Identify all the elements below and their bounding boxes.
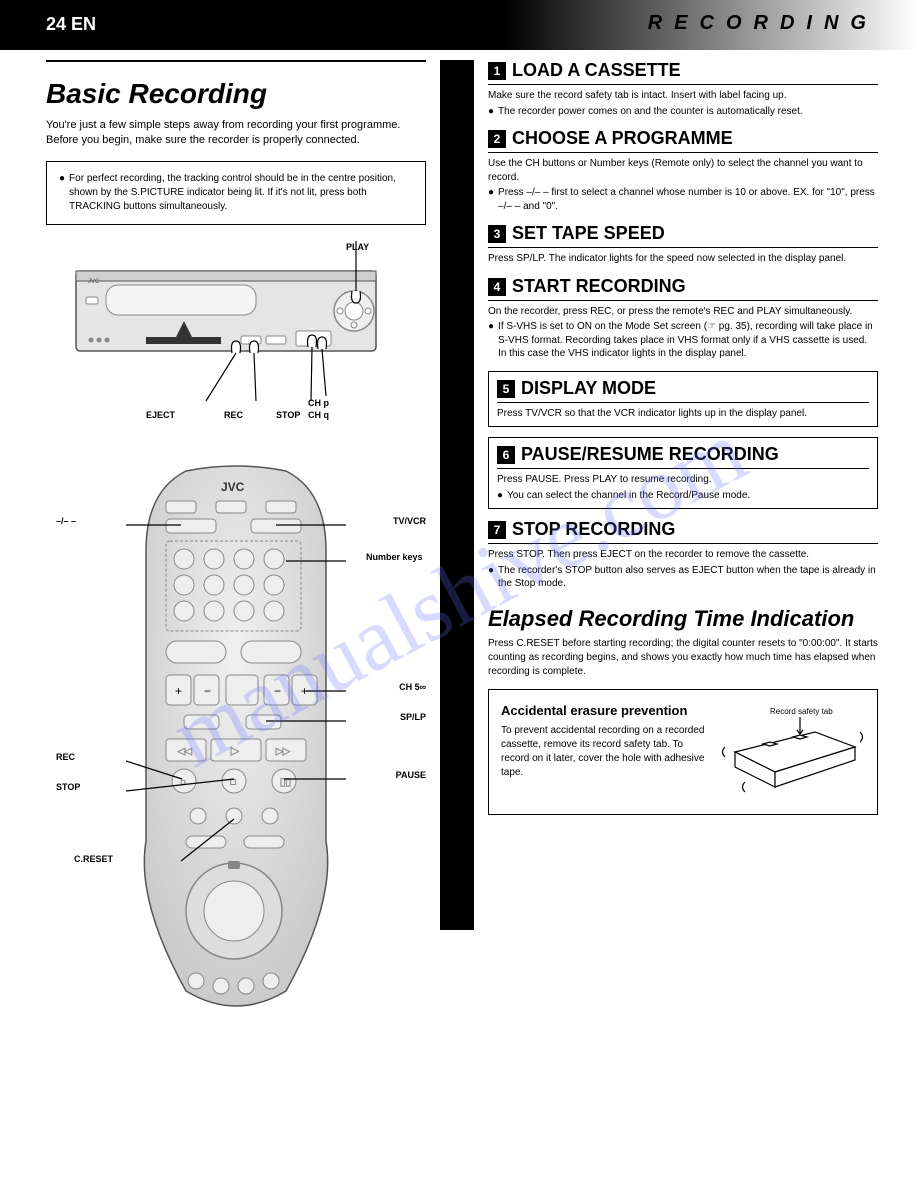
note-bullet: ● For perfect recording, the tracking co… [59,172,413,214]
svg-text:▶: ▶ [231,746,239,757]
step-7: 7 STOP RECORDING Press STOP. Then press EJ… [488,519,878,591]
step-sub: ●If S-VHS is set to ON on the Mode Set s… [488,320,878,361]
step-title: 1 LOAD A CASSETTE [488,60,878,85]
step-heading: DISPLAY MODE [521,378,656,398]
step-title: 5 DISPLAY MODE [497,378,869,403]
step-title: 6 PAUSE/RESUME RECORDING [497,444,869,469]
main-content: Basic Recording You're just a few simple… [0,50,918,1021]
cassette-box: Record safety tab Accidental erasure pre… [488,689,878,815]
step-heading: CHOOSE A PROGRAMME [512,128,733,148]
step-body: On the recorder, press REC, or press the… [488,305,878,361]
step-sub-text: The recorder power comes on and the coun… [498,105,803,119]
recording-subtitle: You're just a few simple steps away from… [46,118,426,149]
step-3: 3 SET TAPE SPEED Press SP/LP. The indicato… [488,223,878,266]
svg-text:JVC: JVC [88,279,100,285]
remote-label-creset: C.RESET [74,855,113,865]
svg-text:−: − [204,684,211,698]
step-heading: PAUSE/RESUME RECORDING [521,444,779,464]
vertical-divider [440,60,474,930]
step-1: 1 LOAD A CASSETTE Make sure the record saf… [488,60,878,118]
step-sub: ●The recorder's STOP button also serves … [488,564,878,591]
remote-label-numkeys: Number keys [366,553,426,563]
step-number: 6 [497,446,515,464]
step-number: 1 [488,62,506,80]
vcr-figure-wrap: JVC [46,241,426,441]
remote-label-tvvcr: TV/VCR [393,517,426,527]
step-body: Press STOP. Then press EJECT on the reco… [488,548,878,591]
step-4: 4 START RECORDING On the recorder, press R… [488,276,878,361]
step-6: 6 PAUSE/RESUME RECORDING Press PAUSE. Pres… [488,437,878,509]
step-bullet: ● [497,489,503,503]
remote-label-pause: PAUSE [396,771,426,781]
step-title: 2 CHOOSE A PROGRAMME [488,128,878,153]
remote-label-dashdash: –/– – [56,517,76,527]
step-body: Press SP/LP. The indicator lights for th… [488,252,878,266]
elapsed-block: Elapsed Recording Time Indication Press … [488,607,878,679]
step-2: 2 CHOOSE A PROGRAMME Use the CH buttons or… [488,128,878,213]
step-sub-text: Press –/– – first to select a channel wh… [498,186,878,213]
remote-illustration: JVC [126,461,346,1021]
svg-text:▶▶: ▶▶ [276,746,290,756]
step-body: Use the CH buttons or Number keys (Remot… [488,157,878,213]
page-header-title: RECORDING [648,12,878,35]
step-number: 5 [497,380,515,398]
step-sub: ● You can select the channel in the Recor… [497,489,869,503]
note-text: For perfect recording, the tracking cont… [69,172,413,214]
step-title: 4 START RECORDING [488,276,878,301]
vcr-label-stop: STOP [276,411,300,421]
right-column: 1 LOAD A CASSETTE Make sure the record saf… [488,60,878,1021]
step-title: 3 SET TAPE SPEED [488,223,878,248]
step-heading: SET TAPE SPEED [512,223,665,243]
note-box: ● For perfect recording, the tracking co… [46,161,426,225]
left-underline [46,60,426,62]
step-title: 7 STOP RECORDING [488,519,878,544]
bullet-dot: ● [59,172,65,214]
step-body: Make sure the record safety tab is intac… [488,89,878,118]
page-number: 24 EN [46,14,96,35]
remote-label-ch: CH 5∞ [399,683,426,693]
remote-label-rec: REC [56,753,75,763]
step-number: 2 [488,130,506,148]
vcr-label-rec: REC [224,411,243,421]
vcr-label-eject: EJECT [146,411,175,421]
step-sub-text: If S-VHS is set to ON on the Mode Set sc… [498,320,878,361]
elapsed-title: Elapsed Recording Time Indication [488,607,878,631]
steps-container: 1 LOAD A CASSETTE Make sure the record saf… [488,60,878,591]
step-heading: START RECORDING [512,276,686,296]
step-bullet: ● [488,564,494,591]
step-number: 4 [488,278,506,296]
svg-text:+: + [175,684,182,698]
vcr-label-play: PLAY [346,243,369,253]
svg-text:JVC: JVC [221,480,245,494]
left-column: Basic Recording You're just a few simple… [46,60,426,1021]
step-sub-text: You can select the channel in the Record… [507,489,750,503]
step-heading: STOP RECORDING [512,519,675,539]
step-heading: LOAD A CASSETTE [512,60,681,80]
step-bullet: ● [488,105,494,119]
tab-caption: Record safety tab [770,707,833,716]
elapsed-body: Press C.RESET before starting recording;… [488,637,878,679]
step-sub: ● The recorder power comes on and the cou… [488,105,878,119]
step-5: 5 DISPLAY MODE Press TV/VCR so that the VC… [488,371,878,428]
step-bullet: ● [488,186,494,213]
vcr-label-chdn: CH q [308,411,329,421]
svg-text:−: − [274,684,281,698]
recording-title: Basic Recording [46,78,426,110]
step-sub: ●Press –/– – first to select a channel w… [488,186,878,213]
step-sub-text: The recorder's STOP button also serves a… [498,564,878,591]
remote-label-splp: SP/LP [400,713,426,723]
step-number: 7 [488,521,506,539]
cassette-illustration: Record safety tab [715,702,865,802]
step-body: Press PAUSE. Press PLAY to resume record… [497,473,869,502]
step-bullet: ● [488,320,494,361]
remote-figure-wrap: JVC [46,461,426,1021]
vcr-label-chup: CH p [308,399,329,409]
remote-label-stop: STOP [56,783,80,793]
step-body: Press TV/VCR so that the VCR indicator l… [497,407,869,421]
page-number-suffix: EN [71,14,96,34]
step-number: 3 [488,225,506,243]
svg-text:◀◀: ◀◀ [178,746,192,756]
page-number-value: 24 [46,14,66,34]
